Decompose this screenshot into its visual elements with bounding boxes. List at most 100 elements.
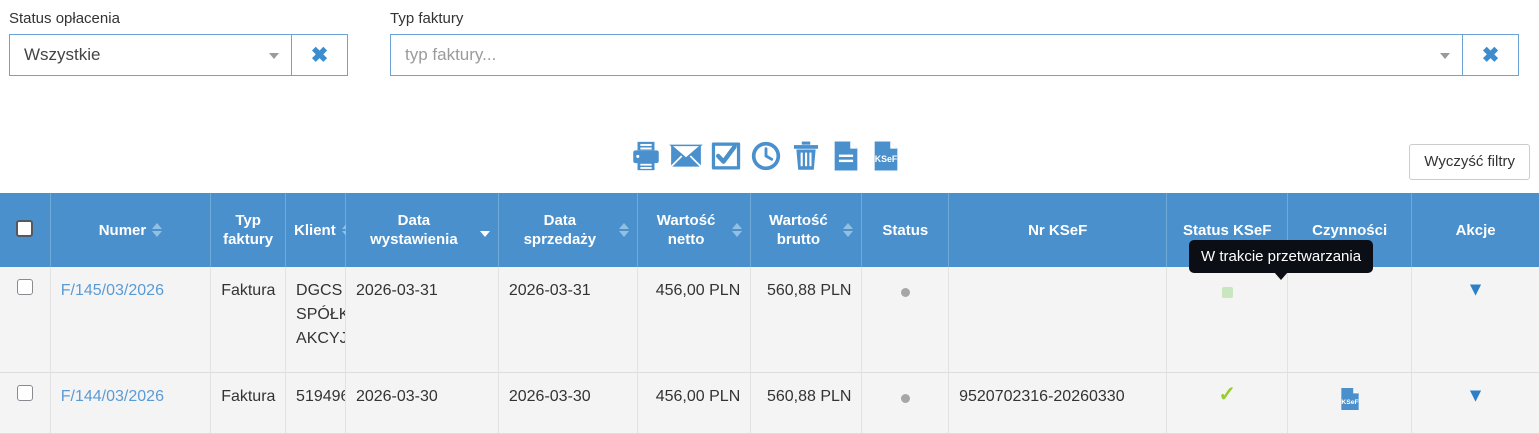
column-header-klient[interactable]: Klient bbox=[285, 193, 352, 267]
cell-czynnosci: KSeF bbox=[1287, 372, 1413, 434]
status-ksef-accepted-check-icon: ✓ bbox=[1218, 382, 1236, 406]
cell-status-ksef bbox=[1166, 267, 1289, 373]
ksef-document-icon[interactable]: KSeF bbox=[869, 138, 903, 174]
status-dot-gray-icon bbox=[900, 393, 910, 403]
invoice-type-label: Typ faktury bbox=[390, 10, 464, 27]
payment-status-clear-button[interactable]: ✖ bbox=[292, 34, 348, 76]
trash-icon[interactable] bbox=[789, 138, 823, 174]
cell-wartosc-netto: 456,00 PLN bbox=[637, 267, 752, 373]
cell-klient: DGCS SPÓŁKA AKCYJNA bbox=[285, 267, 346, 373]
column-header-wartosc-netto[interactable]: Wartość netto bbox=[637, 193, 752, 267]
invoice-number-link[interactable]: F/144/03/2026 bbox=[60, 387, 164, 405]
cell-akcje: ▾ bbox=[1411, 372, 1539, 434]
row-checkbox[interactable] bbox=[16, 279, 33, 295]
column-header-status: Status bbox=[861, 193, 950, 267]
sort-indicator-icon[interactable] bbox=[843, 223, 854, 237]
clock-icon[interactable] bbox=[749, 138, 783, 174]
invoice-type-select[interactable]: typ faktury... bbox=[390, 34, 1463, 76]
table-header-row: Numer Typ faktury Klient bbox=[0, 193, 1539, 267]
clear-filters-button[interactable]: Wyczyść filtry bbox=[1409, 144, 1530, 180]
filter-bar: Status opłacenia Wszystkie ✖ Typ faktury… bbox=[0, 0, 1539, 112]
table-row: F/144/03/2026 Faktura 5194961273 2026-03… bbox=[0, 372, 1539, 434]
action-toolbar: KSeF Wyczyść filtry bbox=[0, 136, 1539, 188]
column-label-akcje: Akcje bbox=[1455, 221, 1496, 239]
status-dot-gray-icon bbox=[900, 288, 910, 298]
tooltip-arrow-icon bbox=[1274, 272, 1289, 280]
column-label-wartosc-netto: Wartość netto bbox=[656, 212, 716, 248]
status-ksef-tooltip: W trakcie przetwarzania bbox=[1189, 240, 1374, 280]
invoice-number-link[interactable]: F/145/03/2026 bbox=[60, 282, 164, 299]
svg-text:KSeF: KSeF bbox=[1341, 398, 1358, 405]
cell-akcje: ▾ bbox=[1411, 267, 1539, 373]
cell-klient: 5194961273 bbox=[285, 372, 346, 434]
status-ksef-processing-icon bbox=[1221, 287, 1233, 299]
envelope-icon[interactable] bbox=[669, 138, 703, 174]
table-row: F/145/03/2026 Faktura DGCS SPÓŁKA AKCYJN… bbox=[0, 267, 1539, 373]
select-all-checkbox[interactable] bbox=[16, 219, 34, 237]
print-icon[interactable] bbox=[629, 138, 663, 174]
column-header-nr-ksef: Nr KSeF bbox=[948, 193, 1168, 267]
chevron-down-icon bbox=[269, 53, 279, 59]
row-expand-chevron-down-icon[interactable]: ▾ bbox=[1470, 383, 1481, 406]
column-header-numer[interactable]: Numer bbox=[50, 193, 212, 267]
invoice-type-clear-button[interactable]: ✖ bbox=[1463, 34, 1519, 76]
invoice-type-filter-group: Typ faktury typ faktury... ✖ bbox=[390, 10, 1519, 76]
column-label-data-wystawienia: Data wystawienia bbox=[370, 212, 458, 248]
ksef-document-icon[interactable]: KSeF bbox=[1337, 385, 1363, 413]
row-select-cell bbox=[0, 372, 51, 434]
row-select-cell bbox=[0, 267, 51, 373]
chevron-down-icon bbox=[1440, 53, 1450, 59]
table-body: F/145/03/2026 Faktura DGCS SPÓŁKA AKCYJN… bbox=[0, 267, 1539, 434]
column-header-wartosc-brutto[interactable]: Wartość brutto bbox=[750, 193, 863, 267]
column-label-data-sprzedazy: Data sprzedaży bbox=[523, 212, 597, 248]
cell-numer: F/145/03/2026 bbox=[50, 267, 212, 373]
column-header-select-all bbox=[0, 193, 51, 267]
payment-status-value: Wszystkie bbox=[24, 45, 101, 64]
checkbox-check-icon[interactable] bbox=[709, 138, 743, 174]
cell-typ-faktury: Faktura bbox=[210, 267, 287, 373]
sort-indicator-active-icon[interactable] bbox=[479, 223, 490, 237]
cell-wartosc-netto: 456,00 PLN bbox=[637, 372, 752, 434]
payment-status-label: Status opłacenia bbox=[9, 10, 120, 27]
column-header-data-sprzedazy[interactable]: Data sprzedaży bbox=[498, 193, 638, 267]
column-label-numer: Numer bbox=[98, 221, 147, 239]
column-label-klient: Klient bbox=[294, 221, 336, 239]
sort-indicator-icon[interactable] bbox=[618, 223, 629, 237]
column-label-typ-faktury: Typ faktury bbox=[223, 212, 274, 248]
column-label-wartosc-brutto: Wartość brutto bbox=[769, 212, 828, 248]
cell-numer: F/144/03/2026 bbox=[50, 372, 212, 434]
document-icon[interactable] bbox=[829, 138, 863, 174]
table-header: Numer Typ faktury Klient bbox=[0, 193, 1539, 267]
payment-status-filter-group: Status opłacenia Wszystkie ✖ bbox=[9, 10, 348, 76]
column-label-nr-ksef: Nr KSeF bbox=[1028, 221, 1088, 239]
invoice-table: Numer Typ faktury Klient bbox=[0, 193, 1539, 434]
cell-data-wystawienia: 2026-03-31 bbox=[345, 267, 499, 373]
column-header-data-wystawienia[interactable]: Data wystawienia bbox=[345, 193, 499, 267]
invoice-table-container: Numer Typ faktury Klient bbox=[0, 193, 1539, 434]
cell-data-sprzedazy: 2026-03-31 bbox=[498, 267, 638, 373]
cell-nr-ksef bbox=[948, 267, 1168, 373]
column-label-status: Status bbox=[882, 221, 929, 239]
cell-status-ksef: ✓ bbox=[1166, 372, 1289, 434]
close-x-icon: ✖ bbox=[310, 43, 329, 67]
cell-typ-faktury: Faktura bbox=[210, 372, 287, 434]
column-label-status-ksef: Status KSeF bbox=[1183, 221, 1272, 239]
close-x-icon: ✖ bbox=[1481, 43, 1500, 67]
toolbar-icon-group: KSeF bbox=[629, 138, 903, 174]
svg-text:KSeF: KSeF bbox=[875, 154, 898, 164]
payment-status-select[interactable]: Wszystkie bbox=[9, 34, 292, 76]
row-checkbox[interactable] bbox=[16, 384, 33, 401]
cell-data-wystawienia: 2026-03-30 bbox=[345, 372, 499, 434]
sort-indicator-icon[interactable] bbox=[732, 223, 743, 237]
column-header-akcje: Akcje bbox=[1411, 193, 1539, 267]
cell-czynnosci bbox=[1287, 267, 1413, 373]
row-expand-chevron-down-icon[interactable]: ▾ bbox=[1470, 278, 1481, 300]
column-header-typ-faktury: Typ faktury bbox=[210, 193, 287, 267]
sort-indicator-icon[interactable] bbox=[152, 223, 163, 237]
tooltip-text: W trakcie przetwarzania bbox=[1201, 248, 1362, 265]
cell-nr-ksef: 9520702316-20260330 bbox=[948, 372, 1168, 434]
cell-wartosc-brutto: 560,88 PLN bbox=[750, 267, 863, 373]
cell-status bbox=[861, 267, 950, 373]
column-label-czynnosci: Czynności bbox=[1312, 221, 1388, 239]
invoice-type-placeholder: typ faktury... bbox=[405, 45, 497, 64]
